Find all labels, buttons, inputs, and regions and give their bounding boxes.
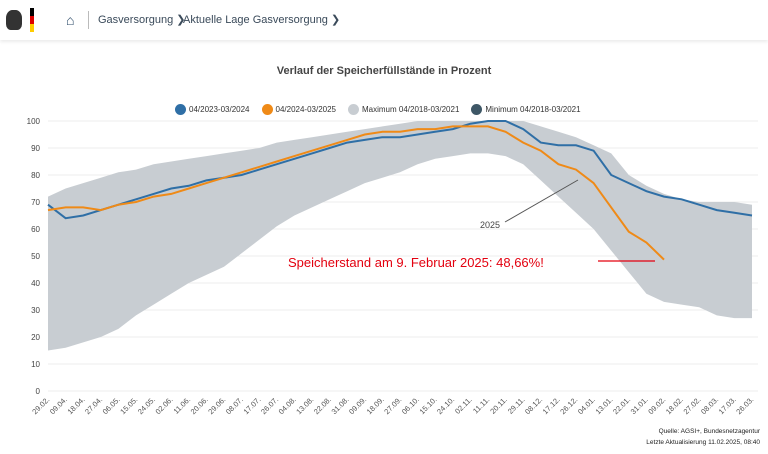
source-text: Quelle: AGSI+, Bundesnetzagentur — [658, 428, 760, 435]
y-tick-label: 90 — [31, 144, 40, 153]
legend-item[interactable]: 04/2024-03/2025 — [261, 104, 337, 115]
legend-item[interactable]: Minimum 04/2018-03/2021 — [471, 104, 581, 115]
annotation-pointer — [504, 179, 579, 223]
x-tick-label: 02.06. — [154, 395, 175, 416]
annotation-2025: 2025 — [480, 220, 500, 230]
x-tick-label: 27.09. — [382, 395, 403, 416]
x-tick-label: 31.01. — [629, 395, 650, 416]
breadcrumb-gasversorgung[interactable]: Gasversorgung ❯ — [98, 14, 186, 26]
chart-title: Verlauf der Speicherfüllstände in Prozen… — [276, 65, 492, 77]
x-tick-label: 08.03. — [699, 395, 720, 416]
legend-label: Maximum 04/2018-03/2021 — [362, 105, 460, 114]
x-tick-label: 02.11. — [453, 395, 474, 416]
x-tick-label: 18.04. — [66, 395, 87, 416]
x-tick-label: 09.09. — [347, 395, 368, 416]
x-tick-label: 17.12. — [541, 395, 562, 416]
x-tick-label: 04.01. — [576, 395, 597, 416]
legend-marker — [261, 104, 273, 115]
x-tick-label: 27.04. — [83, 395, 104, 416]
y-tick-label: 80 — [31, 171, 40, 180]
x-tick-label: 27.02. — [682, 395, 703, 416]
x-tick-label: 26.12. — [558, 395, 579, 416]
x-tick-label: 09.02. — [646, 395, 667, 416]
breadcrumb-aktuelle-lage[interactable]: Aktuelle Lage Gasversorgung ❯ — [183, 14, 341, 26]
y-tick-label: 20 — [31, 333, 40, 342]
x-tick-label: 08.07. — [224, 395, 245, 416]
x-tick-label: 18.09. — [365, 395, 386, 416]
x-tick-label: 29.11. — [506, 395, 527, 416]
legend-label: 04/2024-03/2025 — [275, 105, 337, 114]
y-tick-label: 30 — [31, 306, 40, 315]
x-tick-label: 24.05. — [136, 395, 157, 416]
y-tick-label: 40 — [31, 279, 40, 288]
y-tick-label: 70 — [31, 198, 40, 207]
x-tick-label: 06.10. — [400, 395, 421, 416]
german-flag-bar — [30, 8, 34, 32]
legend-marker — [348, 104, 359, 115]
x-tick-label: 29.06. — [206, 395, 227, 416]
x-tick-label: 26.03. — [734, 395, 755, 416]
legend: 04/2023-03/2024 04/2024-03/2025 Maximum … — [175, 104, 581, 115]
x-tick-label: 11.11. — [471, 395, 491, 415]
header: ⌂ Gasversorgung ❯ Aktuelle Lage Gasverso… — [0, 0, 768, 40]
x-tick-label: 04.08. — [277, 395, 298, 416]
x-tick-label: 24.10. — [435, 395, 456, 416]
legend-item[interactable]: 04/2023-03/2024 — [175, 104, 250, 115]
x-tick-label: 15.10. — [418, 395, 439, 416]
x-tick-label: 15.05. — [118, 395, 139, 416]
x-tick-label: 18.02. — [664, 395, 685, 416]
min-max-band — [48, 121, 752, 351]
y-tick-label: 10 — [31, 360, 40, 369]
x-tick-label: 26.07. — [259, 395, 280, 416]
x-tick-label: 17.07. — [242, 395, 263, 416]
legend-label: Minimum 04/2018-03/2021 — [485, 105, 581, 114]
series-line-0 — [47, 120, 753, 220]
legend-marker — [175, 104, 186, 115]
x-tick-label: 20.11. — [488, 395, 509, 416]
y-tick-label: 0 — [36, 387, 41, 396]
home-icon[interactable]: ⌂ — [66, 12, 75, 28]
x-tick-label: 17.03. — [717, 395, 738, 416]
x-tick-label: 11.06. — [171, 395, 192, 416]
y-tick-label: 60 — [31, 225, 40, 234]
x-tick-label: 31.08. — [330, 395, 351, 416]
updated-text: Letzte Aktualisierung 11.02.2025, 08:40 — [646, 439, 760, 446]
x-tick-label: 20.06. — [189, 395, 210, 416]
y-tick-label: 100 — [27, 117, 41, 126]
series-line-1 — [47, 125, 665, 261]
x-tick-label: 13.01. — [594, 395, 615, 416]
x-tick-label: 29.02. — [30, 395, 51, 416]
legend-marker — [471, 104, 483, 115]
x-tick-label: 22.08. — [312, 395, 333, 416]
divider — [88, 11, 89, 29]
x-tick-label: 13.08. — [294, 395, 315, 416]
x-tick-label: 09.04. — [48, 395, 69, 416]
legend-label: 04/2023-03/2024 — [189, 105, 250, 114]
x-tick-label: 08.12. — [523, 395, 544, 416]
x-tick-label: 06.05. — [101, 395, 122, 416]
y-tick-label: 50 — [31, 252, 40, 261]
x-tick-label: 22.01. — [611, 395, 632, 416]
annotation-storage-level: Speicherstand am 9. Februar 2025: 48,66%… — [288, 255, 544, 270]
legend-item[interactable]: Maximum 04/2018-03/2021 — [348, 104, 459, 115]
federal-eagle-logo — [6, 10, 22, 30]
